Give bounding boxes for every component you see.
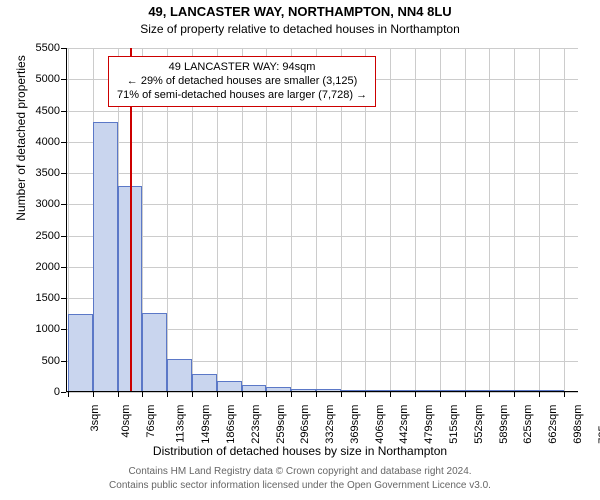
- footer-line-2: Contains public sector information licen…: [0, 480, 600, 491]
- y-tick-label: 1500: [36, 292, 60, 304]
- histogram-bar: [167, 359, 192, 392]
- y-tick: [61, 298, 66, 299]
- y-tick-label: 4000: [36, 136, 60, 148]
- y-tick-label: 0: [54, 386, 60, 398]
- x-tick: [266, 392, 267, 397]
- x-tick-label: 589sqm: [498, 405, 510, 444]
- x-tick-label: 698sqm: [572, 405, 584, 444]
- grid-line-vertical: [415, 48, 416, 392]
- x-tick: [291, 392, 292, 397]
- x-axis-label: Distribution of detached houses by size …: [0, 444, 600, 458]
- x-tick: [68, 392, 69, 397]
- x-tick: [242, 392, 243, 397]
- x-tick-label: 552sqm: [473, 405, 485, 444]
- y-tick-label: 5500: [36, 42, 60, 54]
- y-tick-label: 4500: [36, 105, 60, 117]
- x-tick: [564, 392, 565, 397]
- y-tick: [61, 236, 66, 237]
- x-tick-label: 296sqm: [299, 405, 311, 444]
- y-tick-label: 5000: [36, 73, 60, 85]
- x-tick: [365, 392, 366, 397]
- x-tick-label: 149sqm: [200, 405, 212, 444]
- info-line-2: ← 29% of detached houses are smaller (3,…: [117, 75, 367, 89]
- x-tick: [167, 392, 168, 397]
- y-tick-label: 3000: [36, 198, 60, 210]
- y-axis-line: [66, 48, 67, 392]
- x-tick: [142, 392, 143, 397]
- chart-subtitle: Size of property relative to detached ho…: [0, 22, 600, 36]
- y-tick: [61, 142, 66, 143]
- x-tick: [217, 392, 218, 397]
- x-tick: [440, 392, 441, 397]
- y-tick-label: 500: [42, 355, 60, 367]
- x-tick-label: 625sqm: [523, 405, 535, 444]
- y-tick: [61, 48, 66, 49]
- x-tick-label: 406sqm: [374, 405, 386, 444]
- x-tick-label: 76sqm: [145, 405, 157, 438]
- grid-line-vertical: [514, 48, 515, 392]
- x-tick: [489, 392, 490, 397]
- x-tick-label: 186sqm: [225, 405, 237, 444]
- grid-line-vertical: [440, 48, 441, 392]
- chart-title: 49, LANCASTER WAY, NORTHAMPTON, NN4 8LU: [0, 4, 600, 19]
- x-tick: [316, 392, 317, 397]
- x-tick: [514, 392, 515, 397]
- x-tick: [465, 392, 466, 397]
- y-axis-label: Number of detached properties: [14, 0, 28, 310]
- x-tick: [341, 392, 342, 397]
- grid-line-vertical: [390, 48, 391, 392]
- info-line-3: 71% of semi-detached houses are larger (…: [117, 89, 367, 103]
- x-tick: [93, 392, 94, 397]
- x-tick-label: 442sqm: [399, 405, 411, 444]
- grid-line-vertical: [564, 48, 565, 392]
- y-tick-label: 2500: [36, 230, 60, 242]
- y-tick-label: 3500: [36, 167, 60, 179]
- x-tick: [415, 392, 416, 397]
- x-tick-label: 223sqm: [250, 405, 262, 444]
- x-tick-label: 259sqm: [275, 405, 287, 444]
- grid-line-vertical: [539, 48, 540, 392]
- grid-line-vertical: [465, 48, 466, 392]
- x-tick-label: 515sqm: [448, 405, 460, 444]
- y-tick: [61, 361, 66, 362]
- y-tick-label: 2000: [36, 261, 60, 273]
- x-tick-label: 479sqm: [423, 405, 435, 444]
- chart-container: { "title": "49, LANCASTER WAY, NORTHAMPT…: [0, 0, 600, 500]
- y-tick: [61, 204, 66, 205]
- y-tick: [61, 79, 66, 80]
- x-tick-label: 113sqm: [175, 405, 187, 443]
- histogram-bar: [68, 314, 93, 392]
- histogram-bar: [142, 313, 167, 392]
- x-tick-label: 3sqm: [89, 405, 101, 432]
- x-tick-label: 332sqm: [324, 405, 336, 444]
- x-tick: [118, 392, 119, 397]
- y-tick: [61, 392, 66, 393]
- x-tick-label: 369sqm: [349, 405, 361, 444]
- footer-line-1: Contains HM Land Registry data © Crown c…: [0, 466, 600, 477]
- x-tick: [539, 392, 540, 397]
- y-tick: [61, 329, 66, 330]
- y-tick-label: 1000: [36, 323, 60, 335]
- info-line-1: 49 LANCASTER WAY: 94sqm: [117, 61, 367, 75]
- x-tick: [390, 392, 391, 397]
- y-tick: [61, 267, 66, 268]
- y-tick: [61, 111, 66, 112]
- histogram-bar: [93, 122, 118, 392]
- info-box: 49 LANCASTER WAY: 94sqm ← 29% of detache…: [108, 56, 376, 107]
- x-tick-label: 662sqm: [547, 405, 559, 444]
- y-tick: [61, 173, 66, 174]
- grid-line-vertical: [489, 48, 490, 392]
- histogram-bar: [192, 374, 217, 392]
- x-tick: [192, 392, 193, 397]
- x-tick-label: 40sqm: [120, 405, 132, 438]
